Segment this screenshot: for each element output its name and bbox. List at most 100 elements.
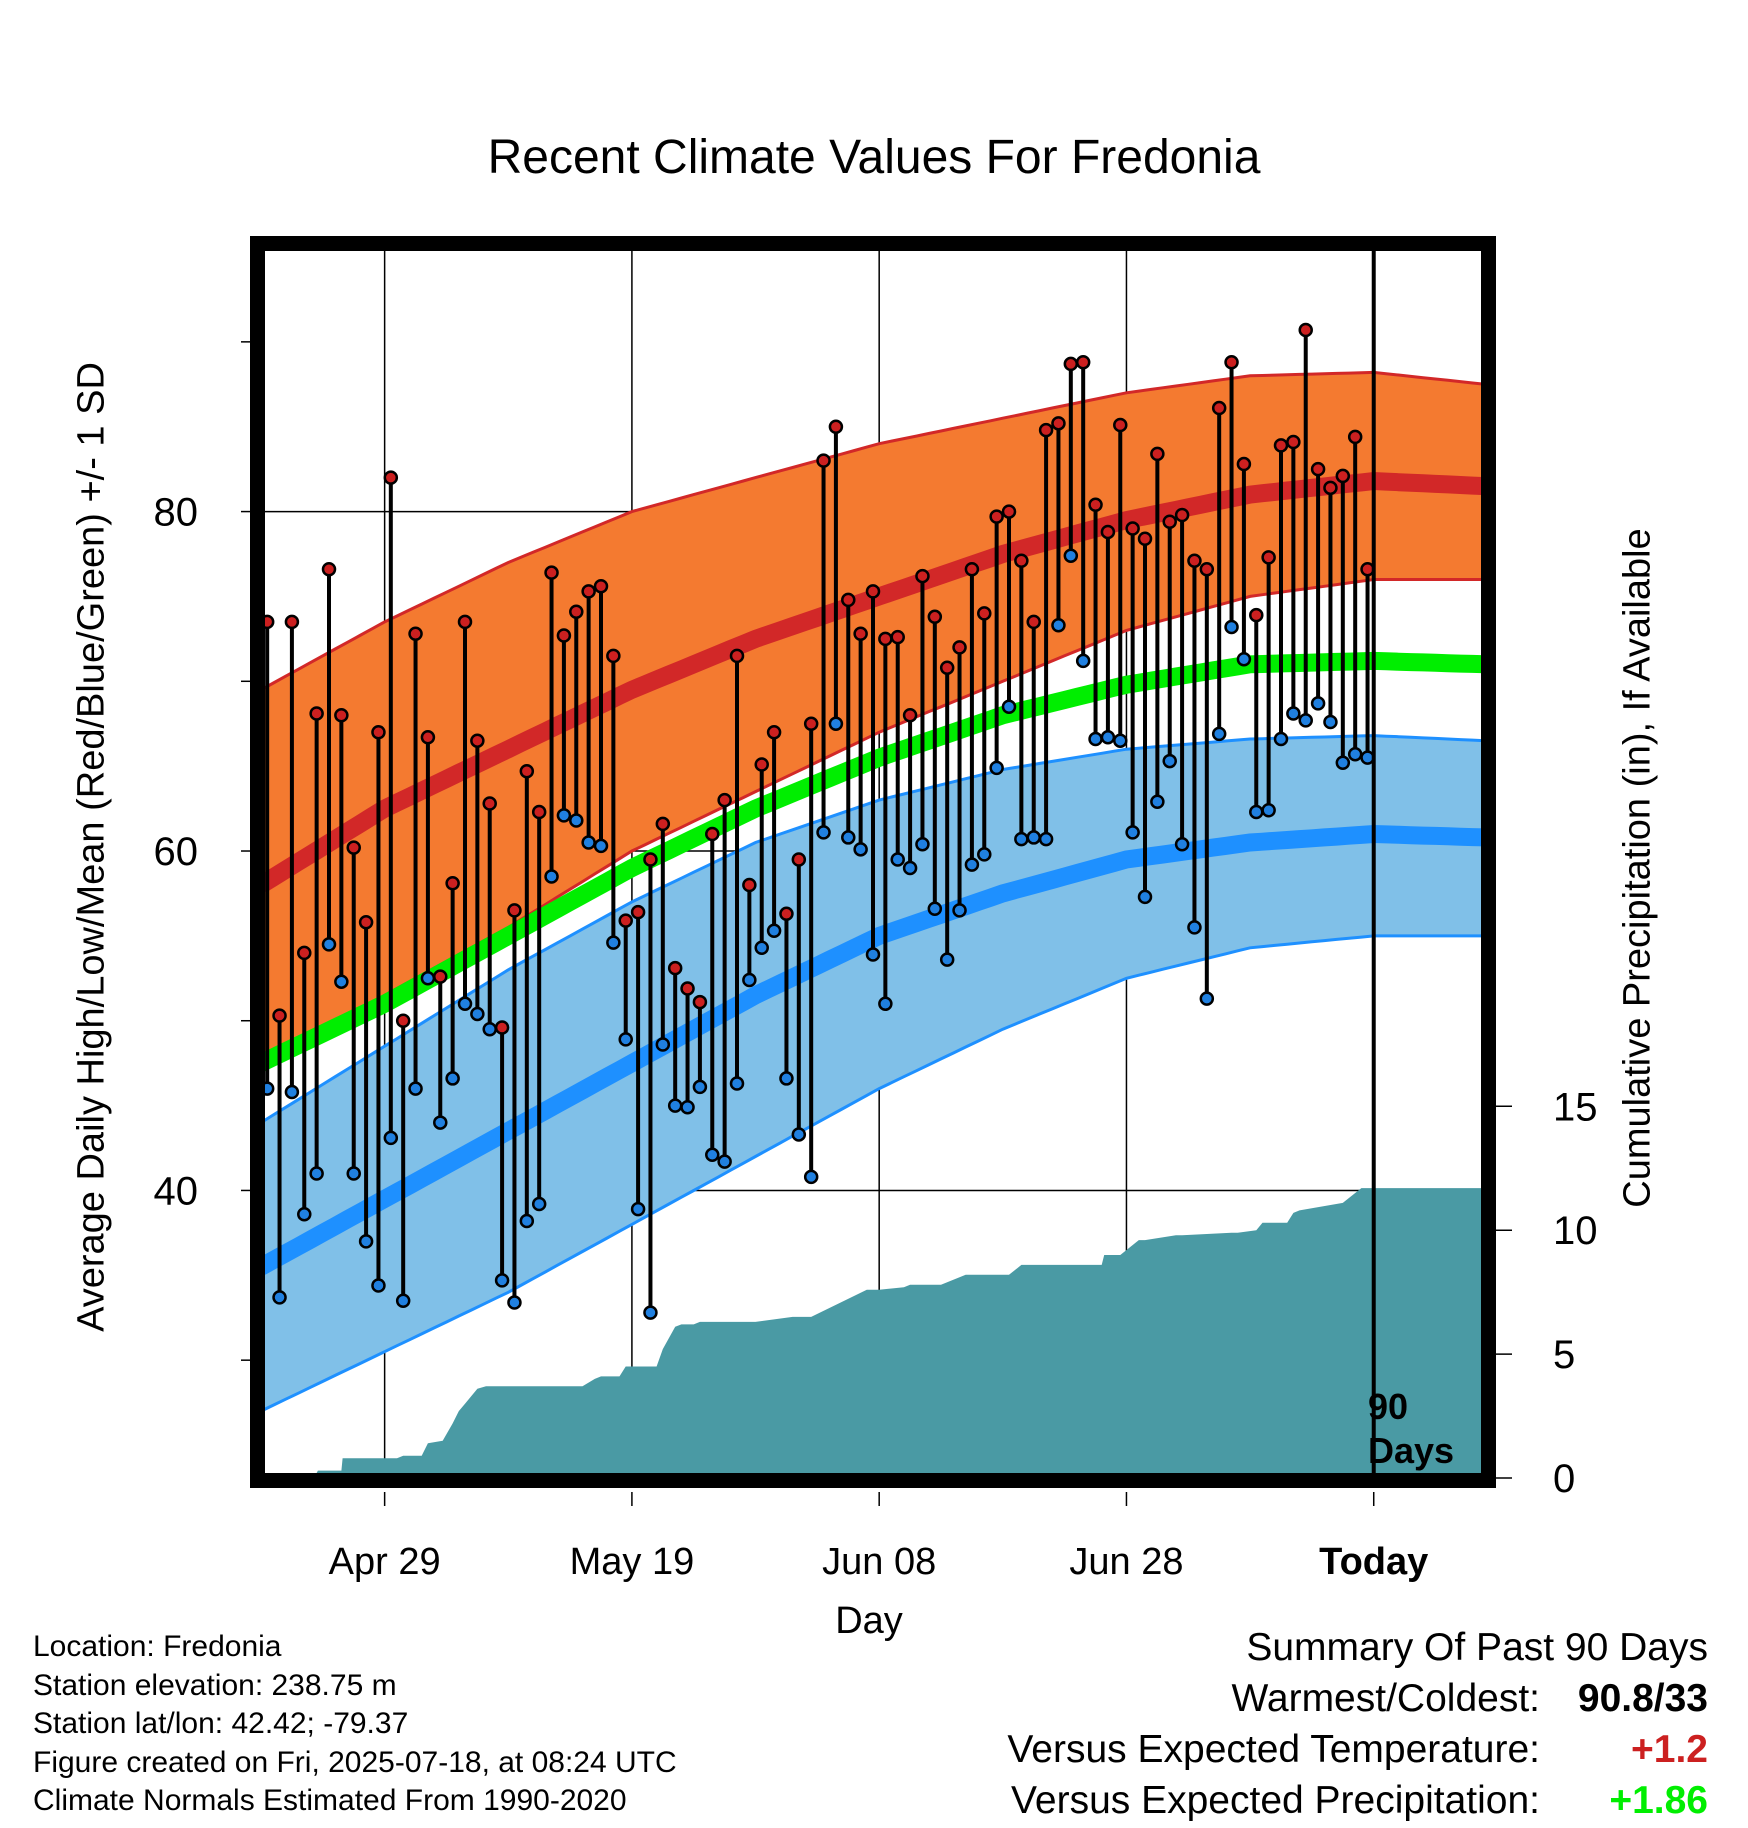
daily-high-point <box>321 562 337 577</box>
daily-low-point <box>408 1081 423 1096</box>
daily-low-point <box>1113 733 1128 748</box>
today-window-label: 90 Days <box>1368 1385 1454 1473</box>
daily-low-point <box>358 1234 374 1249</box>
daily-low-point <box>470 1006 485 1022</box>
y-left-tick-label: 80 <box>154 491 199 535</box>
daily-high-point <box>395 1013 411 1028</box>
daily-high-point <box>1224 354 1239 370</box>
daily-high-point <box>1187 553 1202 569</box>
x-tick-label: Today <box>1319 1541 1428 1583</box>
daily-low-point <box>643 1305 658 1320</box>
daily-high-point <box>482 796 497 811</box>
daily-high-point <box>964 562 980 577</box>
y-left-tick-label: 40 <box>154 1169 199 1213</box>
daily-low-point <box>334 974 349 989</box>
daily-high-point <box>358 915 374 930</box>
daily-low-point <box>1026 830 1041 845</box>
daily-high-point <box>569 604 584 619</box>
y-right-tick-label: 15 <box>1553 1085 1598 1129</box>
daily-low-point <box>1310 696 1326 711</box>
daily-low-point <box>445 1071 460 1086</box>
daily-low-point <box>272 1290 287 1305</box>
daily-low-point <box>890 852 905 867</box>
daily-low-point <box>482 1021 497 1037</box>
summary-heading: Summary Of Past 90 Days <box>1246 1626 1708 1669</box>
daily-high-point <box>371 724 386 740</box>
daily-high-point <box>717 792 732 808</box>
daily-high-point <box>1323 480 1338 496</box>
daily-low-point <box>977 847 992 862</box>
daily-high-point <box>1014 553 1029 569</box>
daily-high-point <box>705 826 720 842</box>
y-right-tick-label: 10 <box>1553 1209 1598 1253</box>
x-tick-label: Apr 29 <box>329 1541 441 1583</box>
daily-low-point <box>779 1071 794 1086</box>
daily-low-point <box>939 952 955 967</box>
daily-low-point <box>692 1079 708 1095</box>
daily-high-point <box>1051 416 1066 431</box>
daily-high-point <box>643 852 658 867</box>
daily-high-point <box>1174 507 1190 523</box>
daily-high-point <box>433 969 448 984</box>
daily-high-point <box>729 648 745 664</box>
daily-high-point <box>927 609 943 625</box>
daily-high-point <box>346 840 361 855</box>
daily-high-point <box>297 945 312 961</box>
daily-low-point <box>1273 731 1289 747</box>
daily-low-point <box>1174 836 1190 852</box>
cumulative-precip-area <box>261 1188 1485 1478</box>
daily-low-point <box>1211 726 1227 742</box>
meta-created: Figure created on Fri, 2025-07-18, at 08… <box>33 1745 677 1779</box>
daily-high-point <box>1249 607 1264 623</box>
low-band-lower-edge <box>261 934 1485 1413</box>
daily-high-point <box>1063 356 1079 372</box>
daily-low-point <box>705 1147 720 1163</box>
daily-high-point <box>1125 521 1140 536</box>
daily-low-point <box>878 996 893 1012</box>
daily-high-point <box>581 584 596 599</box>
daily-high-point <box>803 716 819 731</box>
daily-low-point <box>1137 889 1153 905</box>
daily-high-point <box>507 903 522 918</box>
daily-high-point <box>779 906 794 922</box>
daily-high-point <box>1162 514 1177 530</box>
daily-low-point <box>297 1206 312 1222</box>
meta-elevation: Station elevation: 238.75 m <box>33 1668 397 1702</box>
summary-temp-label: Versus Expected Temperature: <box>1007 1728 1540 1771</box>
daily-low-point <box>1286 706 1301 721</box>
x-axis-label: Day <box>835 1600 903 1642</box>
daily-high-point <box>791 852 807 867</box>
daily-low-point <box>457 996 473 1012</box>
daily-low-point <box>1100 730 1116 745</box>
daily-low-point <box>902 860 918 876</box>
daily-low-point <box>742 972 757 988</box>
daily-low-point <box>1038 831 1054 847</box>
daily-high-point <box>915 568 930 584</box>
daily-high-point <box>1236 456 1252 472</box>
daily-high-point <box>890 629 905 645</box>
daily-high-point <box>544 565 559 580</box>
daily-high-point <box>593 579 609 594</box>
daily-high-point <box>309 706 324 721</box>
daily-high-point <box>1100 524 1116 540</box>
daily-low-point <box>853 842 868 857</box>
daily-high-point <box>766 724 782 740</box>
y-right-tick-label: 5 <box>1553 1333 1575 1377</box>
daily-high-point <box>1137 531 1153 546</box>
daily-low-point <box>1323 714 1338 730</box>
daily-high-point <box>1038 422 1054 438</box>
today-window-days-count: 90 <box>1368 1386 1409 1427</box>
daily-high-point <box>754 757 769 772</box>
daily-low-point <box>1224 619 1239 635</box>
daily-low-point <box>865 947 881 962</box>
daily-high-point <box>1211 400 1227 416</box>
summary-precip-value: +1.86 <box>1609 1779 1708 1822</box>
daily-low-point <box>531 1196 547 1212</box>
daily-low-point <box>1014 831 1029 847</box>
daily-low-point <box>1162 753 1177 769</box>
daily-low-point <box>346 1166 361 1181</box>
daily-high-point <box>383 470 399 485</box>
daily-low-point <box>494 1273 510 1288</box>
daily-low-point <box>630 1201 646 1217</box>
